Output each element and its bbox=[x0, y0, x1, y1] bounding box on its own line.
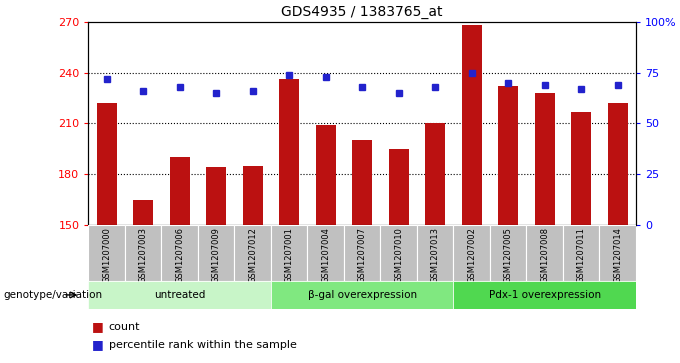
Text: β-gal overexpression: β-gal overexpression bbox=[307, 290, 417, 300]
Text: GSM1207006: GSM1207006 bbox=[175, 227, 184, 283]
Text: genotype/variation: genotype/variation bbox=[3, 290, 103, 300]
Bar bbox=[88, 281, 271, 309]
Text: GSM1207012: GSM1207012 bbox=[248, 227, 257, 283]
Bar bbox=[571, 111, 591, 225]
Bar bbox=[161, 225, 198, 281]
Text: GSM1207001: GSM1207001 bbox=[285, 227, 294, 283]
Bar bbox=[526, 225, 563, 281]
Bar bbox=[88, 225, 125, 281]
Text: GSM1207009: GSM1207009 bbox=[211, 227, 220, 283]
Bar bbox=[235, 225, 271, 281]
Bar bbox=[97, 103, 117, 225]
Bar bbox=[352, 140, 372, 225]
Bar bbox=[243, 166, 262, 225]
Bar bbox=[271, 225, 307, 281]
Text: untreated: untreated bbox=[154, 290, 205, 300]
Bar bbox=[271, 281, 454, 309]
Bar bbox=[454, 225, 490, 281]
Text: ■: ■ bbox=[92, 338, 107, 351]
Text: GSM1207003: GSM1207003 bbox=[139, 227, 148, 283]
Text: count: count bbox=[109, 322, 140, 332]
Bar bbox=[388, 149, 409, 225]
Text: GSM1207014: GSM1207014 bbox=[613, 227, 622, 283]
Bar bbox=[599, 225, 636, 281]
Bar bbox=[563, 225, 599, 281]
Bar bbox=[344, 225, 380, 281]
Bar bbox=[462, 25, 481, 225]
Bar bbox=[490, 225, 526, 281]
Text: GSM1207008: GSM1207008 bbox=[540, 227, 549, 283]
Text: GSM1207004: GSM1207004 bbox=[321, 227, 330, 283]
Bar bbox=[454, 281, 636, 309]
Bar bbox=[316, 125, 336, 225]
Bar bbox=[125, 225, 161, 281]
Bar bbox=[307, 225, 344, 281]
Bar bbox=[498, 86, 518, 225]
Bar bbox=[279, 79, 299, 225]
Bar bbox=[417, 225, 454, 281]
Bar bbox=[169, 157, 190, 225]
Text: GSM1207000: GSM1207000 bbox=[102, 227, 111, 283]
Bar bbox=[380, 225, 417, 281]
Text: GSM1207011: GSM1207011 bbox=[577, 227, 585, 283]
Bar bbox=[198, 225, 235, 281]
Bar bbox=[206, 167, 226, 225]
Bar bbox=[425, 123, 445, 225]
Text: GSM1207002: GSM1207002 bbox=[467, 227, 476, 283]
Text: GSM1207013: GSM1207013 bbox=[430, 227, 439, 283]
Bar bbox=[607, 103, 628, 225]
Bar bbox=[534, 93, 555, 225]
Text: GSM1207005: GSM1207005 bbox=[504, 227, 513, 283]
Text: GSM1207007: GSM1207007 bbox=[358, 227, 367, 283]
Text: GSM1207010: GSM1207010 bbox=[394, 227, 403, 283]
Text: ■: ■ bbox=[92, 320, 107, 333]
Bar bbox=[133, 200, 153, 225]
Title: GDS4935 / 1383765_at: GDS4935 / 1383765_at bbox=[282, 5, 443, 19]
Text: Pdx-1 overexpression: Pdx-1 overexpression bbox=[488, 290, 600, 300]
Text: percentile rank within the sample: percentile rank within the sample bbox=[109, 340, 296, 350]
